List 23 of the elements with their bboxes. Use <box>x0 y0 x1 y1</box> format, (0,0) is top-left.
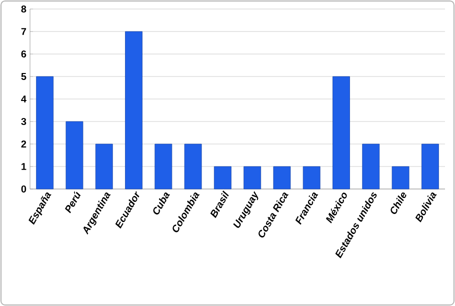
y-tick-label: 4 <box>21 96 26 102</box>
y-tick-label: 5 <box>21 73 26 80</box>
bar <box>214 166 232 190</box>
bar <box>154 144 172 190</box>
bar <box>392 166 410 190</box>
bar <box>95 144 113 190</box>
y-tick-label: 2 <box>21 140 26 148</box>
y-tick-label: 1 <box>22 163 26 170</box>
y-tick-label: 8 <box>21 5 26 13</box>
bar <box>302 166 320 190</box>
bar <box>184 144 202 190</box>
y-tick-label: 6 <box>21 50 26 58</box>
bar <box>66 121 84 190</box>
bar <box>36 76 54 190</box>
bar <box>362 144 380 190</box>
y-tick-label: 0 <box>21 185 26 193</box>
bar <box>332 76 350 190</box>
bar <box>125 31 142 190</box>
y-tick-label: 7 <box>21 28 26 35</box>
bar <box>244 166 262 190</box>
y-tick-label: 3 <box>21 118 26 126</box>
bar <box>273 166 291 190</box>
bar <box>421 144 439 190</box>
